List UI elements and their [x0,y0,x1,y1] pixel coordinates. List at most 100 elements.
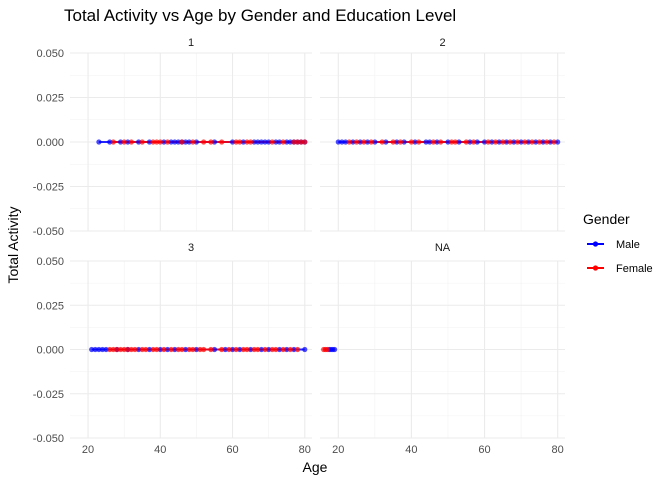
x-tick-label: 40 [405,444,417,456]
data-point-female [139,139,145,145]
data-point-female [485,139,491,145]
data-point-female [107,346,113,353]
data-point-male [266,346,272,353]
data-point-female [219,346,225,353]
data-point-male [350,139,356,145]
data-point-female [514,139,521,145]
data-point-female [522,139,528,145]
panel-strip-label: 3 [188,242,194,254]
data-point-female [179,346,185,353]
data-point-male [555,139,561,145]
panel-3: 3 -0.050 -0.025 0.000 0.025 0.050 20 40 60 80 [33,242,312,456]
legend-item-male: Male [587,239,640,251]
data-point-female [529,139,535,145]
data-point-female [143,346,149,353]
data-point-male [211,346,218,353]
data-point-female [190,346,196,353]
data-point-male [496,139,502,145]
x-tick-label: 60 [226,444,238,456]
data-point-male [157,346,163,353]
data-point-female [379,139,385,145]
data-point-male [339,139,345,145]
data-point-female [280,139,286,145]
data-point-female [269,139,275,145]
data-point-female [157,139,163,145]
data-point-female [244,139,250,145]
data-point-female [128,346,135,353]
data-point-female [397,139,404,145]
data-point-male [276,346,283,353]
legend-item-female: Female [587,263,653,275]
data-point-male [89,346,95,353]
data-point-male [276,139,283,145]
data-point-female [233,346,239,353]
data-point-female [219,139,225,145]
data-point-female [294,139,301,145]
y-tick-label: 0.050 [36,256,64,268]
data-point-female [139,346,145,353]
y-tick-label: -0.050 [33,226,64,238]
x-tick-label: 80 [299,444,311,456]
data-point-male [394,139,400,145]
data-point-male [164,346,171,353]
panel-1: 1 -0.050 -0.025 0.000 0.025 0.050 [33,37,312,238]
data-point-male [240,139,246,145]
data-point-female [470,139,477,145]
data-point-male [332,346,338,353]
y-tick-label: 0.050 [36,48,64,60]
y-tick-label: 0.000 [36,137,64,149]
data-point-female [208,346,214,353]
data-point-female [114,346,120,353]
data-point-female [240,346,246,353]
data-point-female [150,139,156,145]
data-point-female [237,139,243,145]
data-point-female [291,139,297,145]
x-tick-label: 60 [478,444,490,456]
data-point-female [273,346,279,353]
y-axis-title: Total Activity [5,206,21,283]
data-point-female [175,346,181,353]
data-point-male [401,139,407,145]
data-point-male [193,139,200,145]
data-point-female [161,346,167,353]
data-point-male [342,139,349,145]
data-point-female [544,139,550,145]
data-point-male [193,346,200,353]
data-point-female [132,346,138,353]
data-point-male [237,346,243,353]
data-point-male [284,139,290,145]
data-point-female [492,139,499,145]
data-point-female [298,139,304,145]
data-point-male [251,139,257,145]
y-tick-label: -0.050 [33,433,64,445]
data-point-female [287,346,293,353]
data-point-female [262,346,268,353]
y-tick-label: -0.025 [33,389,64,401]
data-point-male [291,346,297,353]
legend-key-point [592,265,599,271]
data-point-male [372,139,378,145]
data-point-female [201,139,207,145]
data-point-male [511,139,517,145]
data-point-male [474,139,480,145]
data-point-male [287,139,293,145]
data-point-female [551,139,557,145]
data-point-female [353,139,360,145]
data-point-female [233,139,239,145]
data-point-male [525,139,532,145]
panel-2: 2 [320,37,565,232]
data-point-female [197,346,203,353]
x-axis-title: Age [303,459,328,475]
data-point-female [500,139,506,145]
data-point-male [96,346,102,353]
data-point-male [222,346,228,353]
legend-label: Female [616,263,653,275]
data-point-male [136,346,142,353]
data-point-female [390,139,396,145]
data-point-female [128,139,135,145]
data-point-female [226,346,232,353]
data-point-female [154,346,160,353]
data-point-male [99,346,106,353]
data-point-male [96,139,102,145]
data-point-male [357,139,363,145]
